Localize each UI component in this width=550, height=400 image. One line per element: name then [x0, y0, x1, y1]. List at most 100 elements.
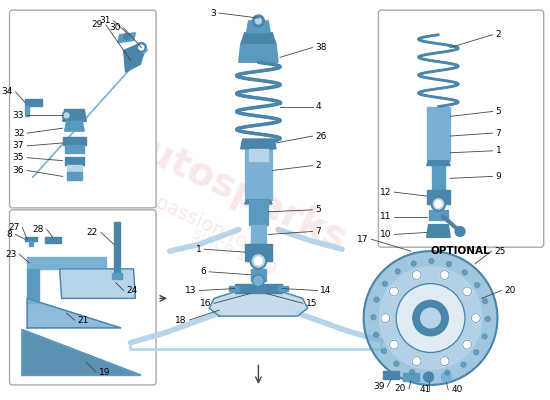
- Text: 5: 5: [316, 205, 321, 214]
- Polygon shape: [239, 44, 278, 62]
- Text: 16: 16: [200, 299, 211, 308]
- Circle shape: [461, 362, 466, 367]
- Text: 10: 10: [379, 230, 391, 239]
- Text: 31: 31: [100, 16, 111, 26]
- Polygon shape: [25, 106, 29, 116]
- Text: 38: 38: [316, 43, 327, 52]
- Text: 17: 17: [357, 235, 368, 244]
- Text: 40: 40: [451, 385, 463, 394]
- Circle shape: [252, 15, 265, 27]
- Text: 36: 36: [13, 166, 24, 175]
- Text: 18: 18: [175, 316, 186, 324]
- Polygon shape: [229, 286, 239, 292]
- Text: 7: 7: [316, 227, 321, 236]
- Polygon shape: [64, 121, 84, 131]
- Circle shape: [463, 287, 471, 296]
- Polygon shape: [64, 145, 84, 153]
- Circle shape: [382, 348, 387, 353]
- Polygon shape: [235, 284, 282, 294]
- Text: 15: 15: [306, 299, 317, 308]
- Polygon shape: [27, 269, 39, 303]
- Polygon shape: [23, 330, 140, 375]
- Text: 34: 34: [1, 87, 13, 96]
- Circle shape: [389, 287, 398, 296]
- Text: autosparks: autosparks: [115, 121, 353, 259]
- Text: 7: 7: [496, 129, 501, 138]
- Text: 2: 2: [496, 30, 501, 39]
- Circle shape: [410, 370, 415, 374]
- Circle shape: [427, 373, 432, 378]
- Circle shape: [379, 267, 482, 369]
- Circle shape: [411, 261, 416, 266]
- Circle shape: [382, 282, 387, 286]
- FancyBboxPatch shape: [9, 210, 156, 385]
- FancyBboxPatch shape: [378, 10, 544, 247]
- Circle shape: [412, 357, 421, 366]
- Polygon shape: [112, 273, 122, 279]
- Text: 11: 11: [379, 212, 391, 221]
- Polygon shape: [64, 157, 84, 164]
- FancyBboxPatch shape: [9, 10, 156, 208]
- Circle shape: [435, 200, 442, 207]
- Circle shape: [424, 372, 433, 382]
- Circle shape: [381, 314, 390, 322]
- Polygon shape: [60, 269, 135, 298]
- Circle shape: [447, 262, 452, 266]
- Circle shape: [482, 334, 487, 339]
- Polygon shape: [249, 149, 268, 161]
- Text: 12: 12: [380, 188, 391, 197]
- Text: 27: 27: [8, 223, 19, 232]
- Polygon shape: [67, 172, 82, 180]
- Circle shape: [474, 350, 478, 355]
- Circle shape: [442, 372, 451, 382]
- Polygon shape: [428, 210, 448, 220]
- Circle shape: [252, 275, 265, 286]
- Text: 24: 24: [126, 286, 138, 295]
- Text: 6: 6: [201, 267, 206, 276]
- Text: 1: 1: [496, 146, 501, 155]
- Polygon shape: [45, 237, 60, 243]
- Polygon shape: [251, 269, 266, 281]
- Polygon shape: [25, 99, 42, 106]
- Text: 1: 1: [196, 245, 201, 254]
- Circle shape: [373, 332, 378, 337]
- Text: 5: 5: [496, 107, 501, 116]
- Circle shape: [395, 269, 400, 274]
- Text: 20: 20: [504, 286, 516, 295]
- Circle shape: [432, 197, 446, 211]
- Polygon shape: [245, 244, 272, 261]
- Circle shape: [463, 340, 471, 349]
- Text: 25: 25: [494, 247, 506, 256]
- Circle shape: [371, 315, 376, 320]
- Circle shape: [255, 257, 262, 265]
- Polygon shape: [249, 200, 268, 224]
- Polygon shape: [114, 222, 120, 274]
- Circle shape: [364, 251, 497, 385]
- Circle shape: [440, 357, 449, 366]
- Text: 4: 4: [316, 102, 321, 111]
- Polygon shape: [67, 164, 82, 172]
- Polygon shape: [29, 241, 33, 246]
- Text: 28: 28: [32, 225, 44, 234]
- Polygon shape: [383, 371, 399, 379]
- Polygon shape: [209, 290, 307, 316]
- Text: 33: 33: [13, 111, 24, 120]
- Polygon shape: [427, 161, 450, 166]
- Polygon shape: [124, 44, 144, 72]
- Text: 2: 2: [316, 161, 321, 170]
- Text: 3: 3: [210, 8, 216, 18]
- Circle shape: [413, 300, 448, 336]
- Circle shape: [440, 270, 449, 280]
- Polygon shape: [245, 141, 272, 200]
- Circle shape: [475, 283, 480, 288]
- Circle shape: [255, 18, 261, 24]
- Text: 19: 19: [99, 368, 111, 377]
- Circle shape: [421, 308, 441, 328]
- Circle shape: [389, 340, 398, 349]
- Text: passion for: passion for: [151, 193, 257, 256]
- Circle shape: [429, 258, 434, 264]
- Polygon shape: [427, 224, 450, 237]
- Text: since 1989: since 1989: [189, 224, 279, 278]
- Circle shape: [124, 34, 130, 40]
- Circle shape: [471, 314, 480, 322]
